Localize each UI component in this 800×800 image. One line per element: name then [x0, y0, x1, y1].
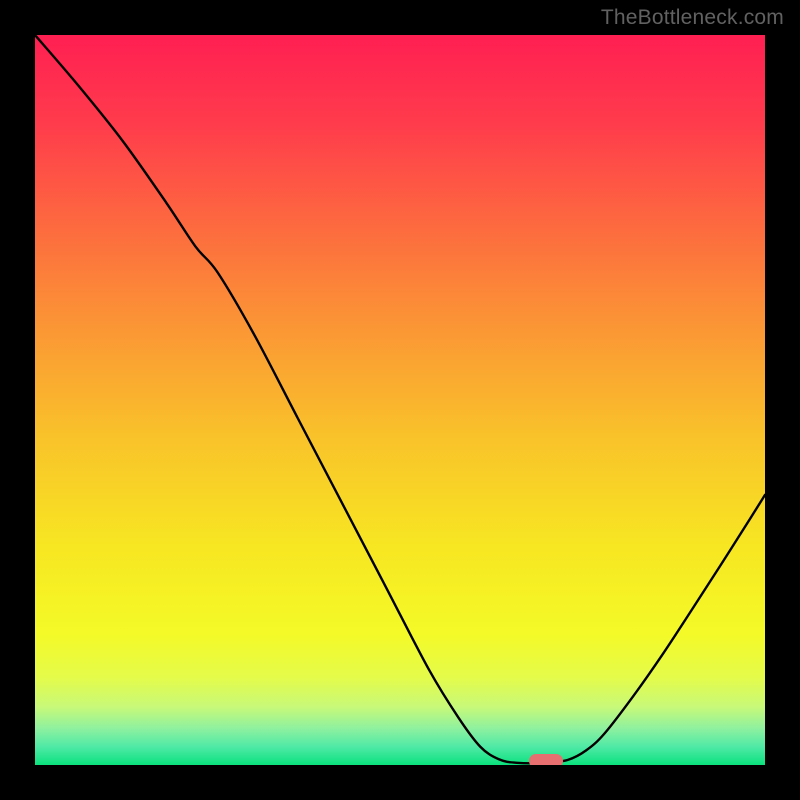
watermark-text: TheBottleneck.com — [601, 6, 784, 30]
bottleneck-curve — [35, 35, 765, 765]
optimum-marker — [529, 754, 563, 765]
plot-area — [35, 35, 765, 765]
